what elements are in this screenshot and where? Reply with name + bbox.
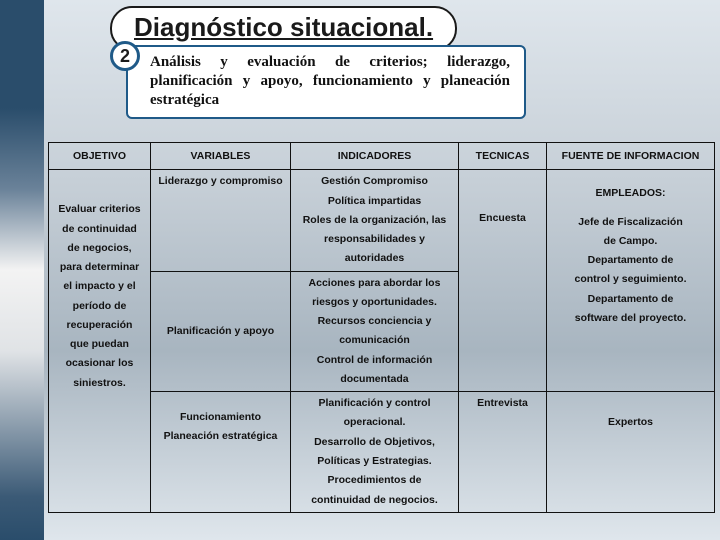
col-indicadores: INDICADORES <box>291 143 459 170</box>
text: Evaluar criterios <box>52 201 147 217</box>
text: autoridades <box>294 250 455 266</box>
text: comunicación <box>294 332 455 348</box>
cell-objetivo: Evaluar criterios de continuidad de nego… <box>49 170 151 513</box>
col-variables: VARIABLES <box>151 143 291 170</box>
text: período de <box>52 298 147 314</box>
text: riesgos y oportunidades. <box>294 294 455 310</box>
subtitle-box: Análisis y evaluación de criterios; lide… <box>126 45 526 119</box>
text: el impacto y el <box>52 278 147 294</box>
cell-fuente-1: EMPLEADOS: Jefe de Fiscalización de Camp… <box>547 170 715 392</box>
text: EMPLEADOS: <box>550 185 711 201</box>
col-tecnicas: TECNICAS <box>459 143 547 170</box>
spacer <box>550 205 711 211</box>
section-number: 2 <box>110 41 140 71</box>
text: Control de información <box>294 352 455 368</box>
cell-fuente-2: Expertos <box>547 392 715 513</box>
text: Políticas y Estrategias. <box>294 453 455 469</box>
text: Recursos conciencia y <box>294 313 455 329</box>
table-row: Evaluar criterios de continuidad de nego… <box>49 170 715 271</box>
text: de negocios, <box>52 240 147 256</box>
title-text: Diagnóstico situacional. <box>134 12 433 42</box>
table-header-row: OBJETIVO VARIABLES INDICADORES TECNICAS … <box>49 143 715 170</box>
text: Planificación y control <box>294 395 455 411</box>
text: Roles de la organización, las <box>294 212 455 228</box>
text: Departamento de <box>550 291 711 307</box>
text: recuperación <box>52 317 147 333</box>
text: para determinar <box>52 259 147 275</box>
text: documentada <box>294 371 455 387</box>
cell-variables-34: Funcionamiento Planeación estratégica <box>151 392 291 513</box>
text: operacional. <box>294 414 455 430</box>
text: Desarrollo de Objetivos, <box>294 434 455 450</box>
accent-sidebar <box>0 0 44 540</box>
cell-indicadores-1: Gestión Compromiso Política impartidas R… <box>291 170 459 271</box>
text: que puedan <box>52 336 147 352</box>
text: siniestros. <box>52 375 147 391</box>
text: Política impartidas <box>294 193 455 209</box>
cell-tecnica-2: Entrevista <box>459 392 547 513</box>
text: Procedimientos de <box>294 472 455 488</box>
text: responsabilidades y <box>294 231 455 247</box>
text: de Campo. <box>550 233 711 249</box>
text: control y seguimiento. <box>550 271 711 287</box>
cell-indicadores-3: Planificación y control operacional. Des… <box>291 392 459 513</box>
cell-variable-2: Planificación y apoyo <box>151 271 291 392</box>
text: Planeación estratégica <box>154 428 287 444</box>
text: Departamento de <box>550 252 711 268</box>
text: Gestión Compromiso <box>294 173 455 189</box>
text: continuidad de negocios. <box>294 492 455 508</box>
text: software del proyecto. <box>550 310 711 326</box>
text: Jefe de Fiscalización <box>550 214 711 230</box>
text: ocasionar los <box>52 355 147 371</box>
col-fuente: FUENTE DE INFORMACION <box>547 143 715 170</box>
cell-tecnica-1: Encuesta <box>459 170 547 392</box>
cell-variable-1: Liderazgo y compromiso <box>151 170 291 271</box>
subheader: 2 Análisis y evaluación de criterios; li… <box>110 45 526 119</box>
col-objetivo: OBJETIVO <box>49 143 151 170</box>
text: Funcionamiento <box>154 409 287 425</box>
text: Acciones para abordar los <box>294 275 455 291</box>
cell-indicadores-2: Acciones para abordar los riesgos y opor… <box>291 271 459 392</box>
text: de continuidad <box>52 221 147 237</box>
analysis-table: OBJETIVO VARIABLES INDICADORES TECNICAS … <box>48 142 714 513</box>
